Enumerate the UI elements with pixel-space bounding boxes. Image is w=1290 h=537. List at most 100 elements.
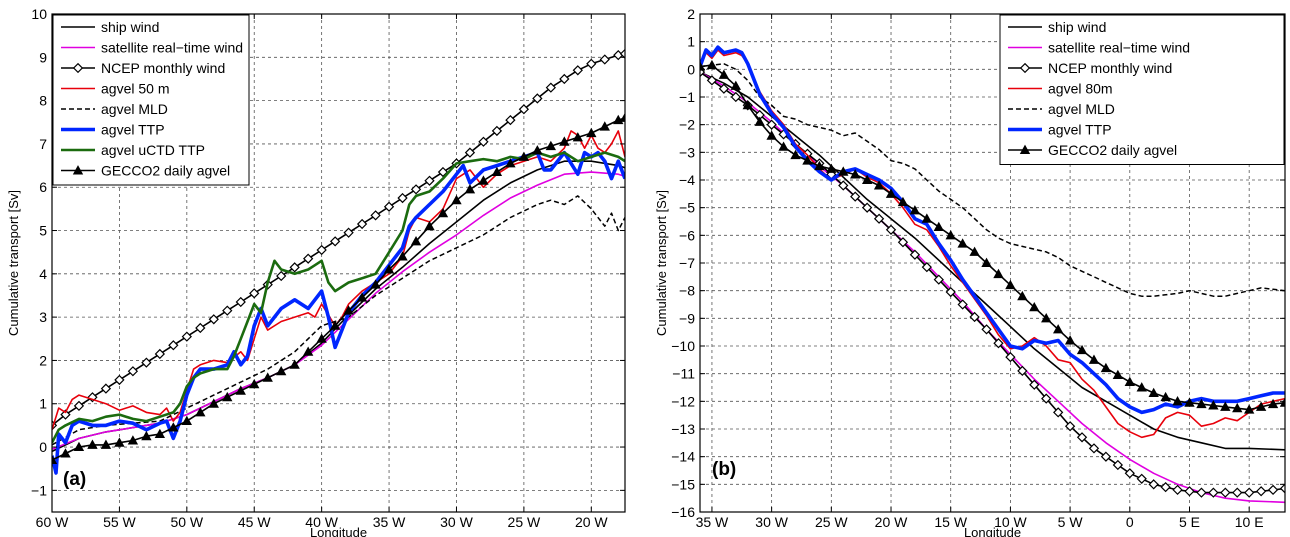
data-point <box>60 409 71 420</box>
data-point <box>168 340 179 351</box>
y-axis-label: Cumulative transport [Sv] <box>654 190 669 336</box>
x-tick-label: 15 W <box>934 514 967 530</box>
y-tick-label: −7 <box>679 255 695 271</box>
data-point <box>154 348 166 360</box>
data-point <box>718 83 730 94</box>
data-point <box>1184 486 1195 497</box>
y-tick-label: 3 <box>39 309 47 325</box>
data-point <box>1172 484 1183 496</box>
data-point <box>235 296 246 308</box>
data-point <box>826 163 837 173</box>
data-point <box>464 147 476 158</box>
y-tick-label: 7 <box>39 136 47 152</box>
data-point <box>1255 401 1267 411</box>
data-point <box>1064 335 1076 345</box>
data-point <box>706 75 718 86</box>
data-point <box>181 415 193 426</box>
data-point <box>491 125 503 137</box>
data-point <box>957 299 968 310</box>
data-point <box>397 251 408 261</box>
y-tick-label: −1 <box>31 482 47 498</box>
data-point <box>222 305 233 316</box>
data-point <box>1267 398 1279 409</box>
y-tick-label: 4 <box>39 266 47 282</box>
data-point <box>1220 401 1231 411</box>
data-point <box>1160 481 1171 493</box>
data-point <box>100 439 112 449</box>
data-point <box>410 184 422 195</box>
y-tick-label: 10 <box>31 6 47 22</box>
data-point <box>505 158 516 168</box>
x-axis-label: Longitude <box>964 525 1021 537</box>
data-point <box>933 221 944 232</box>
y-tick-label: 5 <box>39 223 47 239</box>
data-point <box>559 136 570 146</box>
data-point <box>1220 487 1231 498</box>
x-tick-label: 25 W <box>815 514 848 530</box>
data-point <box>316 244 327 256</box>
y-tick-label: −12 <box>671 393 695 409</box>
data-point <box>518 151 530 161</box>
data-point <box>127 366 139 377</box>
data-point <box>343 305 354 315</box>
data-point <box>1053 407 1064 418</box>
data-point <box>1088 354 1100 364</box>
panel-label: (b) <box>712 459 736 480</box>
y-tick-label: −16 <box>671 504 695 520</box>
data-point <box>778 141 789 151</box>
data-point <box>1100 451 1112 462</box>
legend-entry: satellite real−time wind <box>101 40 243 56</box>
data-point <box>909 249 921 260</box>
data-point <box>1160 391 1171 402</box>
data-point <box>316 333 327 343</box>
data-point <box>1124 376 1135 386</box>
data-point <box>861 174 873 185</box>
data-point <box>599 54 610 65</box>
data-point <box>1076 432 1088 443</box>
data-point <box>1052 324 1064 334</box>
data-point <box>545 82 556 93</box>
series-line-5 <box>52 150 625 475</box>
data-point <box>222 391 233 402</box>
x-tick-label: 35 W <box>373 514 406 530</box>
data-point <box>885 224 897 235</box>
legend-marker <box>1019 62 1031 74</box>
data-point <box>1112 459 1124 471</box>
legend-entry: agvel uCTD TTP <box>101 142 205 158</box>
legend-entry: GECCO2 daily agvel <box>101 163 230 179</box>
chart-panel-a: 60 W 55 W 50 W 45 W 40 W 35 W 30 W 25 W 20 W −1 0 1… <box>6 6 626 537</box>
data-point <box>850 169 861 179</box>
data-point <box>957 238 968 248</box>
data-point <box>1255 486 1267 497</box>
axes-frame <box>51 13 626 513</box>
x-tick-label: 5 W <box>1058 514 1084 530</box>
x-tick-label: 5 E <box>1179 514 1200 530</box>
data-point <box>1017 365 1028 377</box>
legend-entry: GECCO2 daily agvel <box>1048 142 1177 158</box>
data-point <box>1196 487 1207 498</box>
data-point <box>303 253 314 264</box>
data-point <box>370 210 381 221</box>
y-tick-label: 2 <box>687 6 695 22</box>
data-point <box>1267 484 1279 496</box>
legend: ship wind satellite real−time wind NCEP mo… <box>999 14 1285 165</box>
legend-box <box>999 14 1285 165</box>
x-tick-label: 50 W <box>170 514 203 530</box>
x-tick-label: 60 W <box>36 514 69 530</box>
data-point <box>505 114 516 126</box>
data-point <box>619 48 625 59</box>
data-point <box>114 437 125 447</box>
y-tick-label: 0 <box>39 439 47 455</box>
data-point <box>141 430 152 441</box>
data-point <box>921 262 932 273</box>
data-point <box>619 112 625 122</box>
data-point <box>289 359 300 369</box>
x-tick-label: 0 <box>1126 514 1134 530</box>
y-tick-label: −15 <box>671 476 695 492</box>
series-line-6 <box>52 151 625 444</box>
data-point <box>873 213 885 224</box>
data-point <box>1184 397 1195 407</box>
y-tick-label: −9 <box>679 310 695 326</box>
data-point <box>969 311 980 323</box>
x-tick-label: 35 W <box>696 514 729 530</box>
